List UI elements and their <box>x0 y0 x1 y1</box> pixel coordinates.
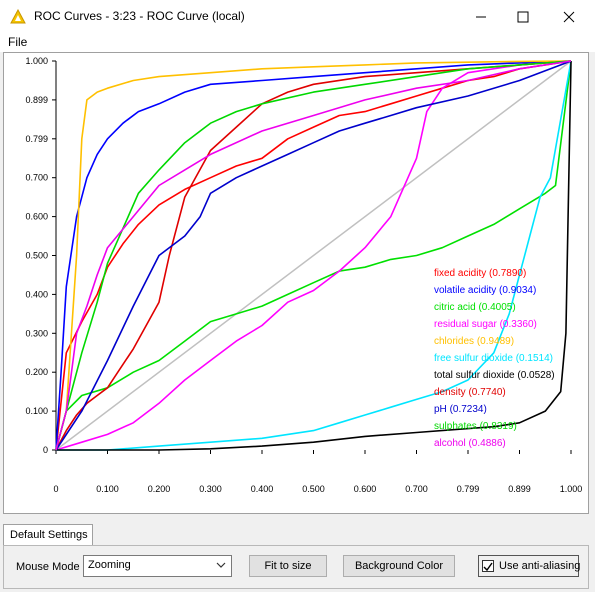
background-color-button[interactable]: Background Color <box>343 555 455 577</box>
tab-default-settings-label: Default Settings <box>10 529 88 541</box>
chart-curves <box>55 60 572 451</box>
legend-entry: free sulfur dioxide (0.1514) <box>434 353 553 364</box>
roc-curve-density <box>55 60 572 451</box>
x-tick-label: 0.200 <box>148 484 171 494</box>
y-tick-label: 0.500 <box>25 251 48 261</box>
y-tick-label: 0.899 <box>25 95 48 105</box>
x-tick-label: 0.400 <box>251 484 274 494</box>
app-icon <box>10 9 26 24</box>
legend-entry: volatile acidity (0.9034) <box>434 285 536 296</box>
tab-default-settings[interactable]: Default Settings <box>3 524 93 546</box>
y-tick-label: 0.200 <box>25 367 48 377</box>
roc-chart-panel[interactable]: 0 0.100 0.200 0.300 0.400 0.500 0.600 0.700 0.79… <box>3 52 589 514</box>
legend-entry: total sulfur dioxide (0.0528) <box>434 370 555 381</box>
mouse-mode-label: Mouse Mode <box>16 561 80 573</box>
legend-entry: density (0.7740) <box>434 387 506 398</box>
maximize-icon <box>517 11 529 23</box>
roc-curve-residual-sugar <box>55 60 572 451</box>
y-tick-label: 0.100 <box>25 406 48 416</box>
roc-chart[interactable]: 0 0.100 0.200 0.300 0.400 0.500 0.600 0.700 0.79… <box>4 53 588 513</box>
window-title: ROC Curves - 3:23 - ROC Curve (local) <box>34 9 245 23</box>
settings-panel: Mouse Mode Zooming Fit to size Backgroun… <box>3 545 589 589</box>
y-tick-label: 0 <box>43 445 48 455</box>
x-tick-label: 0.500 <box>302 484 325 494</box>
legend-entry: pH (0.7234) <box>434 404 487 415</box>
legend-entry: alcohol (0.4886) <box>434 438 506 449</box>
legend-entry: fixed acidity (0.7890) <box>434 268 526 279</box>
x-tick-label: 0.899 <box>508 484 531 494</box>
mouse-mode-value: Zooming <box>88 559 131 571</box>
checkmark-icon <box>483 562 493 572</box>
y-tick-label: 0.300 <box>25 328 48 338</box>
minimize-icon <box>476 16 486 18</box>
x-tick-label: 0.700 <box>405 484 428 494</box>
x-tick-label: 0 <box>53 484 58 494</box>
minimize-button[interactable] <box>458 0 504 34</box>
x-tick-label: 1.000 <box>560 484 583 494</box>
roc-curve-pH <box>55 60 572 451</box>
roc-curve-chlorides <box>55 60 572 451</box>
roc-curve-total-sulfur-dioxide <box>56 60 572 451</box>
maximize-button[interactable] <box>500 0 546 34</box>
y-tick-label: 0.799 <box>25 134 48 144</box>
roc-curve-sulphates <box>55 60 572 451</box>
close-icon <box>563 11 575 23</box>
roc-curve-volatile-acidity <box>55 60 572 451</box>
menu-file[interactable]: File <box>8 35 28 49</box>
diagonal-reference-line <box>55 60 572 451</box>
antialias-checkbox[interactable] <box>482 560 494 572</box>
legend-entry: sulphates (0.8319) <box>434 421 517 432</box>
chevron-down-icon <box>216 562 226 568</box>
y-tick-label: 0.400 <box>25 289 48 299</box>
y-tick-label: 1.000 <box>25 56 48 66</box>
legend-entry: chlorides (0.9489) <box>434 336 514 347</box>
title-bar: ROC Curves - 3:23 - ROC Curve (local) <box>0 0 595 34</box>
close-button[interactable] <box>546 0 592 34</box>
menu-bar: File <box>0 34 595 52</box>
chart-axes: 0 0.100 0.200 0.300 0.400 0.500 0.600 0.700 0.79… <box>25 56 582 494</box>
roc-curve-alcohol <box>55 60 572 451</box>
chart-legend: fixed acidity (0.7890) volatile acidity (… <box>434 268 555 449</box>
mouse-mode-select[interactable]: Zooming <box>83 555 232 577</box>
x-tick-label: 0.100 <box>96 484 119 494</box>
roc-curve-citric-acid <box>55 60 572 451</box>
antialias-label: Use anti-aliasing <box>499 560 581 572</box>
legend-entry: citric acid (0.4005) <box>434 302 516 313</box>
x-tick-label: 0.300 <box>199 484 222 494</box>
y-tick-label: 0.600 <box>25 212 48 222</box>
y-tick-label: 0.700 <box>25 173 48 183</box>
antialias-option[interactable]: Use anti-aliasing <box>478 555 581 577</box>
x-tick-label: 0.799 <box>457 484 480 494</box>
legend-entry: residual sugar (0.3360) <box>434 319 537 330</box>
fit-to-size-button[interactable]: Fit to size <box>249 555 327 577</box>
x-tick-label: 0.600 <box>354 484 377 494</box>
roc-curve-free-sulfur-dioxide <box>56 60 572 451</box>
